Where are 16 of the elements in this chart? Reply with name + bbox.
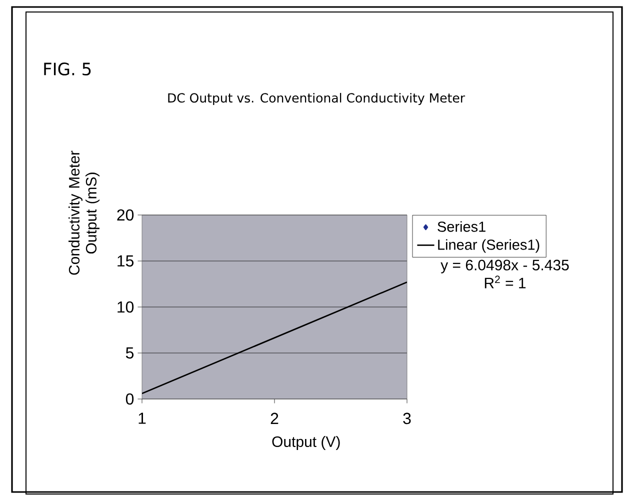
text: y = 6.0498x - 5.435 bbox=[440, 260, 569, 274]
chart-title: DC Output vs. Conventional Conductivity Meter bbox=[168, 92, 466, 106]
x-tick-label: 3 bbox=[403, 412, 411, 424]
y-axis-title: Conductivity Meter Output (mS) bbox=[68, 150, 100, 275]
y-tick-label: 10 bbox=[118, 301, 134, 313]
x-axis-title: Output (V) bbox=[272, 436, 340, 450]
y-tick-label: 20 bbox=[117, 209, 134, 221]
legend-label: Series1 bbox=[438, 221, 486, 232]
y-tick-label: 5 bbox=[126, 347, 134, 359]
text: R$^{2}$ = 1 bbox=[484, 276, 526, 288]
x-tick-label: 1 bbox=[138, 412, 146, 424]
legend-label: Linear (Series1) bbox=[438, 239, 540, 253]
y-tick-label: 0 bbox=[126, 393, 134, 405]
y-tick-label: 15 bbox=[118, 255, 134, 267]
x-tick-label: 2 bbox=[270, 412, 278, 424]
caption: FIG. 5 bbox=[44, 62, 91, 76]
